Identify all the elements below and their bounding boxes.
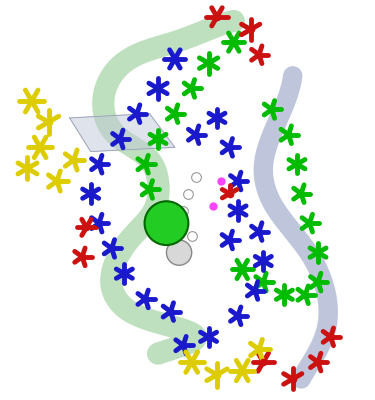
Circle shape: [144, 201, 188, 245]
Polygon shape: [70, 114, 175, 152]
Circle shape: [166, 240, 192, 265]
